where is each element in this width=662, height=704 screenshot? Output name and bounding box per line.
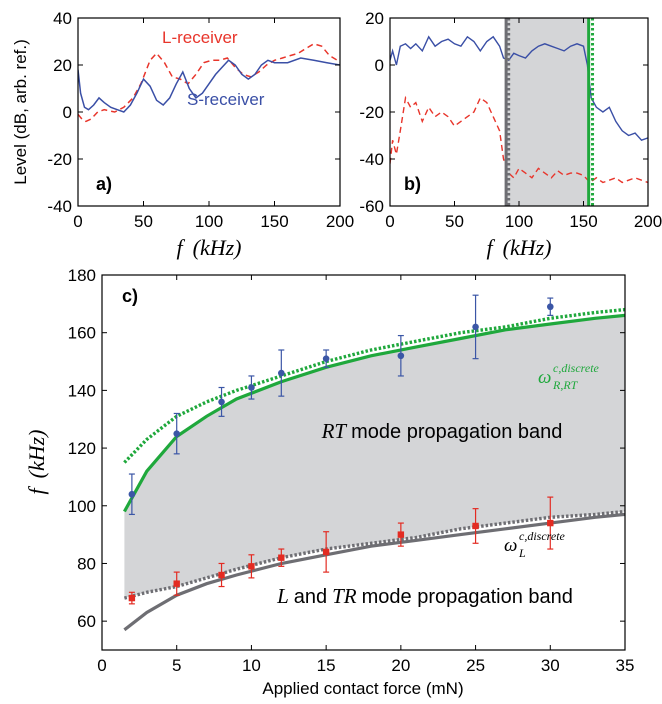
rt-data-point: [248, 384, 255, 391]
panel-a-xtick-label: 0: [73, 212, 82, 231]
panel-b-series-l-receiver: [390, 95, 648, 184]
panel-c-ytick-label: 160: [68, 324, 96, 343]
panel-a-ytick-label: -20: [47, 150, 72, 169]
panel-b-xtick-label: 100: [505, 212, 533, 231]
panel-c-points: [128, 294, 554, 605]
panel-b-ytick-label: -20: [359, 103, 384, 122]
panel-b-xtick-label: 150: [569, 212, 597, 231]
panel-b-ytick-label: 20: [365, 9, 384, 28]
panel-b-band: [506, 18, 590, 206]
panel-c-frame: [101, 274, 626, 651]
svg-text:ω: ω: [504, 535, 517, 556]
l-data-point: [472, 522, 479, 530]
panel-b: 0 50 100 150 200 -60 -40 -20 0 20 b) f (kHz): [359, 9, 662, 260]
rt-curve-label: ω c,discrete R,RT: [538, 361, 600, 392]
l-data-point: [128, 594, 136, 602]
panel-c-ylabel: f(kHz): [24, 430, 49, 495]
panel-b-xtick-label: 50: [445, 212, 464, 231]
l-data-point: [547, 519, 554, 527]
l-curve-label: ω c,discrete L: [504, 529, 566, 560]
panel-c: 0 5 10 15 20 25 30 35 60 80 100 120 140 160 180 c) RT m…: [24, 266, 634, 698]
l-data-point: [322, 548, 330, 556]
rt-data-point: [322, 355, 330, 362]
panel-c-xtick-label: 30: [541, 656, 560, 675]
panel-c-xtick-label: 35: [616, 656, 635, 675]
l-data-point: [218, 571, 225, 579]
panel-c-xlabel: Applied contact force (mN): [262, 679, 463, 698]
svg-text:R,RT: R,RT: [552, 378, 579, 392]
l-data-point: [248, 563, 255, 570]
panel-c-xtick-label: 25: [466, 656, 485, 675]
panel-b-ytick-label: -40: [359, 150, 384, 169]
panel-a-ytick-label: 0: [63, 103, 72, 122]
legend-s-receiver: S-receiver: [187, 90, 265, 109]
rt-data-point: [546, 303, 554, 311]
panel-c-curves: [123, 307, 625, 632]
rt-data-point: [218, 398, 225, 406]
panel-b-band-rect: [506, 18, 590, 206]
panel-c-band: [124, 315, 626, 599]
panel-a-label: a): [96, 174, 112, 194]
panel-b-series-s-receiver: [390, 35, 648, 142]
panel-c-xtick-label: 20: [391, 656, 410, 675]
panel-c-xtick-label: 10: [242, 656, 261, 675]
panel-c-xtick-label: 5: [172, 656, 181, 675]
panel-a-ytick-label: 20: [53, 56, 72, 75]
panel-b-series: [390, 18, 648, 206]
svg-text:c,discrete: c,discrete: [553, 361, 600, 375]
panel-c-band-area: [124, 315, 626, 599]
l-data-point: [173, 580, 180, 587]
panel-a-xtick-label: 50: [134, 212, 153, 231]
panel-c-ytick-label: 140: [68, 381, 96, 400]
panel-c-curve-l-solid: [123, 512, 625, 632]
panel-c-ytick-label: 120: [68, 439, 96, 458]
panel-b-xtick-label: 200: [634, 212, 662, 231]
panel-c-label: c): [122, 286, 138, 306]
panel-c-ytick-label: 80: [77, 554, 96, 573]
panel-a-ytick-label: -40: [47, 197, 72, 216]
panel-c-xtick-label: 0: [97, 656, 106, 675]
panel-a-series-s-receiver: [78, 57, 340, 113]
svg-text:c,discrete: c,discrete: [519, 529, 566, 543]
panel-c-curve-rt-dotted: [123, 307, 625, 464]
panel-c-ytick-label: 180: [68, 266, 96, 285]
panel-b-ytick-label: 0: [375, 56, 384, 75]
svg-text:ω: ω: [538, 367, 551, 388]
panel-c-ytick-label: 100: [68, 497, 96, 516]
panel-c-ticks: 0 5 10 15 20 25 30 35 60 80 100 120 140 160 180: [68, 266, 635, 675]
rt-data-point: [397, 352, 405, 360]
panel-b-ticks: 0 50 100 150 200 -60 -40 -20 0 20: [359, 9, 662, 231]
rt-data-point: [173, 430, 181, 437]
panel-b-xtick-label: 0: [385, 212, 394, 231]
l-data-point: [278, 554, 285, 561]
panel-a: 0 50 100 150 200 -40 -20 0 20 40 a) L-receiver S-…: [11, 9, 354, 260]
panel-a-ytick-label: 40: [53, 9, 72, 28]
panel-c-ytick-label: 60: [77, 612, 96, 631]
panel-a-xlabel: f (kHz): [177, 235, 242, 260]
panel-a-xtick-label: 200: [326, 212, 354, 231]
rt-data-point: [472, 323, 479, 331]
legend-l-receiver: L-receiver: [162, 28, 238, 47]
panel-a-series: [78, 42, 340, 123]
panel-c-curve-l-dotted: [123, 509, 625, 600]
rt-data-point: [128, 490, 136, 498]
svg-text:L: L: [518, 546, 526, 560]
panel-c-curve-rt-solid: [123, 313, 625, 513]
panel-a-xtick-label: 150: [260, 212, 288, 231]
panel-c-xtick-label: 15: [317, 656, 336, 675]
rt-data-point: [278, 369, 285, 377]
panel-a-ylabel: Level (dB, arb. ref.): [11, 39, 30, 185]
rt-band-label: RT mode propagation band: [321, 419, 563, 443]
panel-a-ticks: 0 50 100 150 200 -40 -20 0 20 40: [47, 9, 354, 231]
panel-b-label: b): [404, 174, 421, 194]
panel-b-xlabel: f (kHz): [487, 235, 552, 260]
l-data-point: [397, 531, 405, 538]
panel-b-ytick-label: -60: [359, 197, 384, 216]
panel-a-xtick-label: 100: [195, 212, 223, 231]
panel-a-series-l-receiver: [78, 42, 340, 123]
